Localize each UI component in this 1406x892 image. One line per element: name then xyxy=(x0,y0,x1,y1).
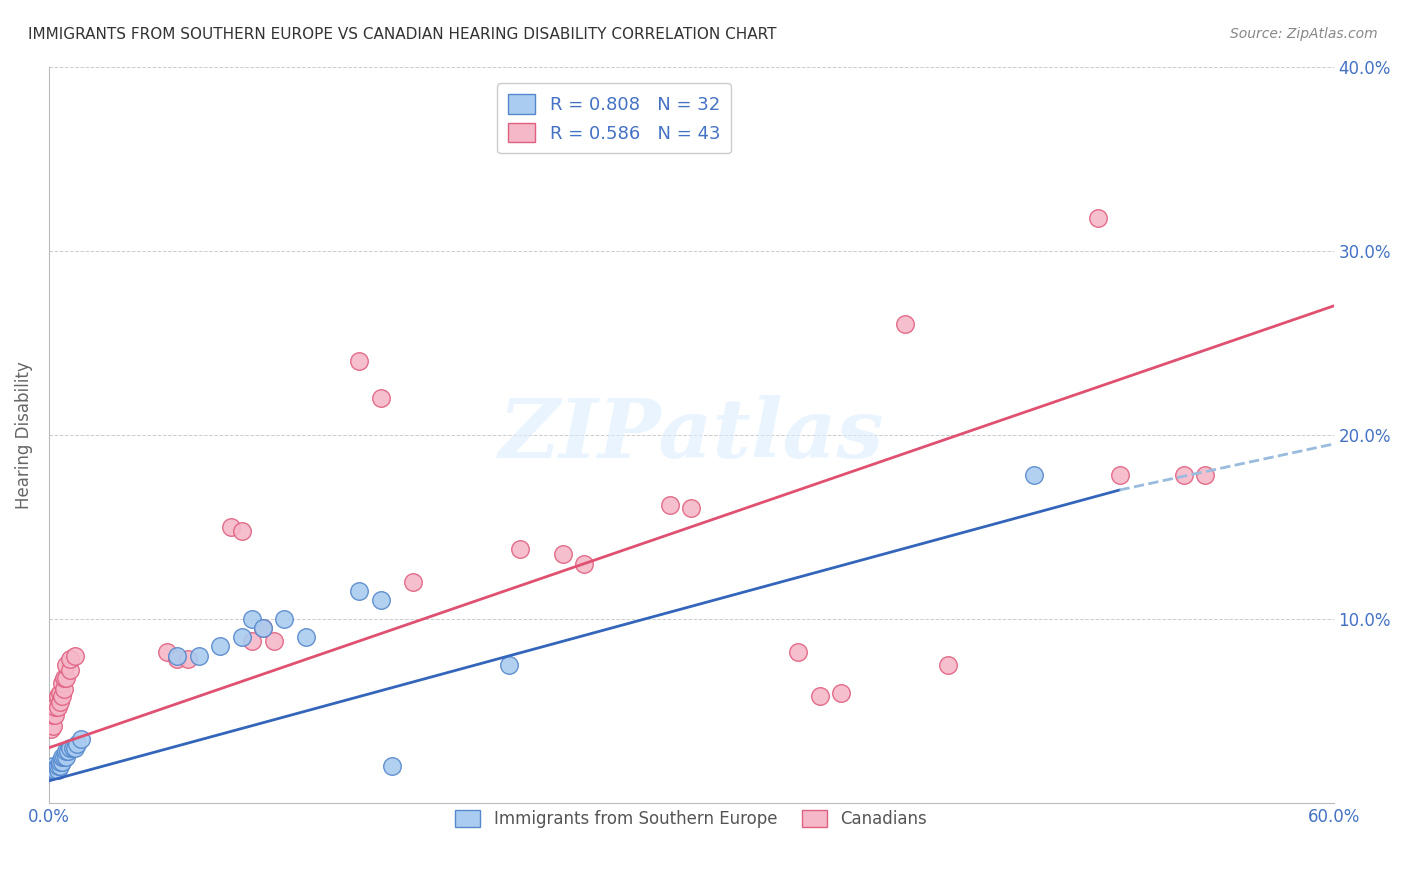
Point xyxy=(52,750,75,764)
Text: ZIPatlas: ZIPatlas xyxy=(499,395,884,475)
Point xyxy=(252,621,274,635)
Point xyxy=(39,723,62,737)
Point xyxy=(44,700,66,714)
Point xyxy=(48,695,70,709)
Point xyxy=(42,759,65,773)
Point xyxy=(936,657,959,672)
Point xyxy=(658,498,681,512)
Point xyxy=(66,737,89,751)
Point xyxy=(58,744,80,758)
Point xyxy=(63,740,86,755)
Point xyxy=(59,740,82,755)
Point xyxy=(52,671,75,685)
Text: Source: ZipAtlas.com: Source: ZipAtlas.com xyxy=(1230,27,1378,41)
Point xyxy=(380,759,402,773)
Point xyxy=(55,657,77,672)
Point xyxy=(1022,468,1045,483)
Point xyxy=(59,664,82,678)
Point xyxy=(42,718,65,732)
Point xyxy=(370,593,392,607)
Point xyxy=(177,652,200,666)
Text: IMMIGRANTS FROM SOUTHERN EUROPE VS CANADIAN HEARING DISABILITY CORRELATION CHART: IMMIGRANTS FROM SOUTHERN EUROPE VS CANAD… xyxy=(28,27,776,42)
Point xyxy=(51,756,73,770)
Y-axis label: Hearing Disability: Hearing Disability xyxy=(15,361,32,508)
Point xyxy=(894,318,917,332)
Point xyxy=(295,630,318,644)
Point xyxy=(70,731,93,746)
Point xyxy=(263,634,285,648)
Point xyxy=(574,557,596,571)
Point xyxy=(166,652,188,666)
Point xyxy=(787,645,810,659)
Point xyxy=(231,630,253,644)
Point xyxy=(44,707,66,722)
Point xyxy=(44,763,66,777)
Point xyxy=(187,648,209,663)
Point xyxy=(252,621,274,635)
Point xyxy=(509,541,531,556)
Point xyxy=(209,640,232,654)
Point xyxy=(808,689,831,703)
Point xyxy=(231,524,253,538)
Point xyxy=(55,744,77,758)
Point xyxy=(219,520,242,534)
Point xyxy=(370,391,392,405)
Point xyxy=(51,689,73,703)
Point xyxy=(59,652,82,666)
Point xyxy=(156,645,179,659)
Point xyxy=(63,648,86,663)
Point xyxy=(402,575,425,590)
Point xyxy=(46,759,69,773)
Point xyxy=(242,612,264,626)
Point xyxy=(1194,468,1216,483)
Point xyxy=(52,681,75,696)
Point xyxy=(1087,211,1109,225)
Point xyxy=(242,634,264,648)
Point xyxy=(1108,468,1130,483)
Point xyxy=(55,750,77,764)
Point xyxy=(46,763,69,777)
Point xyxy=(166,648,188,663)
Point xyxy=(39,763,62,777)
Point xyxy=(62,740,84,755)
Point xyxy=(48,759,70,773)
Point xyxy=(551,548,574,562)
Point xyxy=(681,501,703,516)
Point xyxy=(273,612,295,626)
Point xyxy=(349,584,371,599)
Point xyxy=(48,756,70,770)
Point xyxy=(46,689,69,703)
Point xyxy=(48,685,70,699)
Point xyxy=(42,707,65,722)
Legend: Immigrants from Southern Europe, Canadians: Immigrants from Southern Europe, Canadia… xyxy=(449,804,934,835)
Point xyxy=(1173,468,1195,483)
Point xyxy=(51,676,73,690)
Point xyxy=(46,700,69,714)
Point xyxy=(349,354,371,368)
Point xyxy=(55,671,77,685)
Point xyxy=(830,685,852,699)
Point xyxy=(51,750,73,764)
Point xyxy=(498,657,520,672)
Point xyxy=(42,763,65,777)
